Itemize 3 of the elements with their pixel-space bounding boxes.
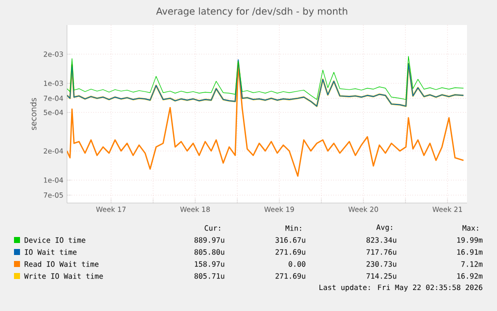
line-series <box>67 56 464 100</box>
chart-title: Average latency for /dev/sdh - by month <box>156 7 348 17</box>
y-axis-title: seconds <box>30 98 36 130</box>
